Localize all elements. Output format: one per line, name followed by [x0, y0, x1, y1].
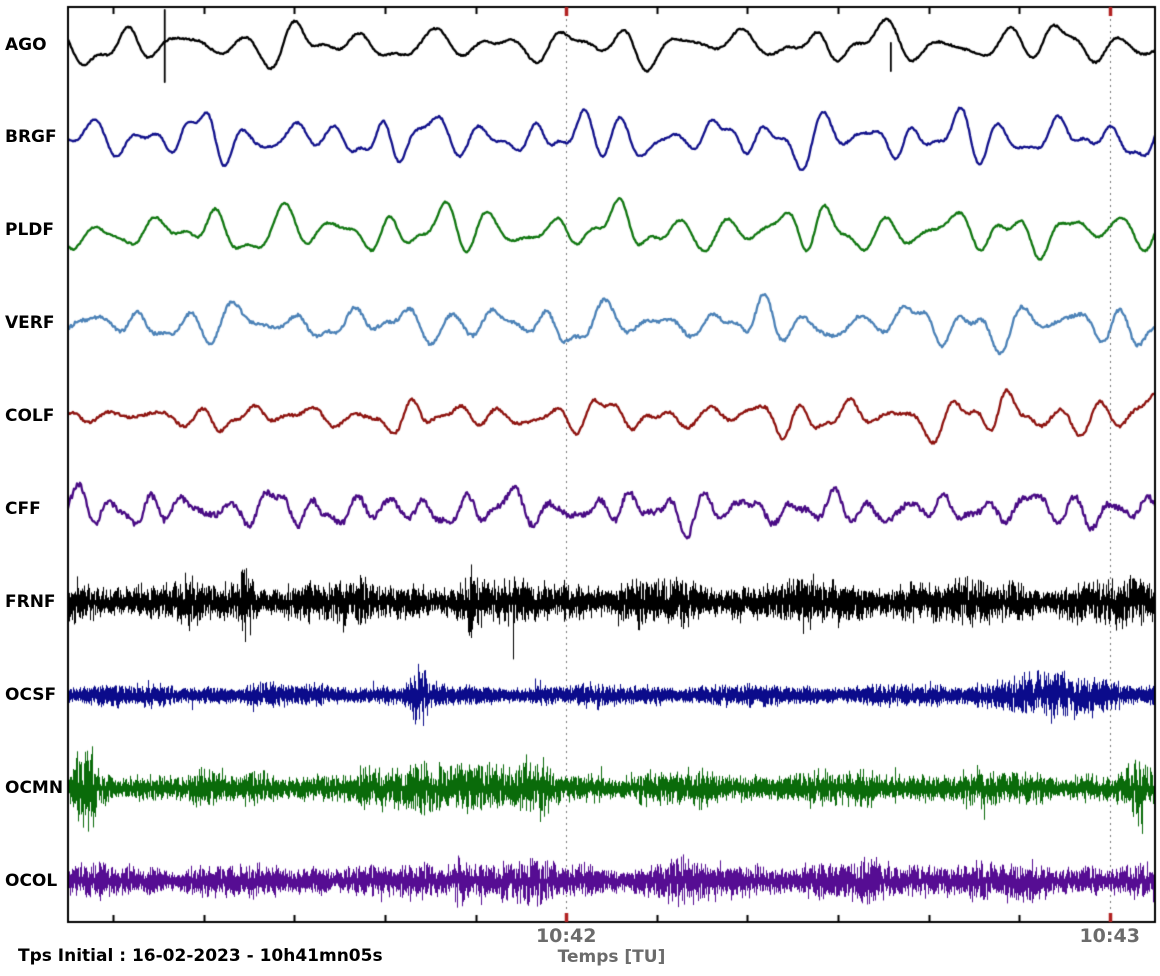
trace-label-brgf: BRGF	[5, 127, 57, 148]
trace-label-pldf: PLDF	[5, 220, 55, 241]
trace-label-ocol: OCOL	[5, 870, 58, 891]
trace-label-verf: VERF	[5, 313, 55, 334]
x-tick-label: 10:43	[1079, 925, 1140, 947]
trace-label-frnf: FRNF	[5, 591, 56, 612]
x-axis-title: Temps [TU]	[557, 947, 666, 967]
start-time-caption: Tps Initial : 16-02-2023 - 10h41mn05s	[18, 946, 383, 966]
trace-label-colf: COLF	[5, 406, 55, 427]
trace-label-ocmn: OCMN	[5, 777, 64, 798]
trace-label-cff: CFF	[5, 499, 41, 519]
trace-label-ago: AGO	[5, 34, 47, 55]
trace-label-ocsf: OCSF	[5, 684, 57, 705]
x-tick-label: 10:42	[535, 925, 597, 947]
